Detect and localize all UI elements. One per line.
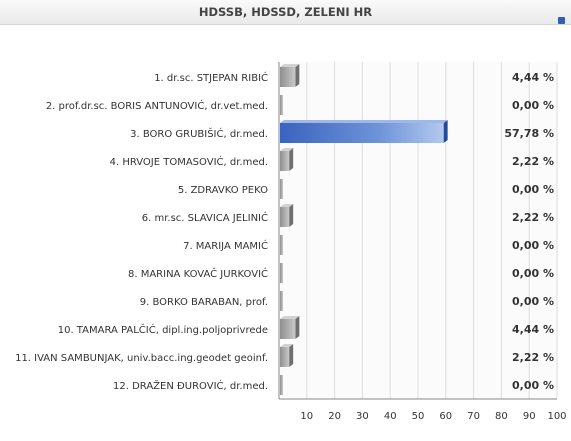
bar bbox=[280, 319, 296, 339]
candidate-label: 10. TAMARA PALČIĆ, dipl.ing.poljoprivred… bbox=[58, 323, 268, 336]
bar-side-face bbox=[443, 120, 448, 143]
bar bbox=[280, 95, 283, 115]
value-label: 57,78 % bbox=[504, 127, 554, 140]
x-tick-label: 90 bbox=[523, 411, 536, 422]
candidate-label: 11. IVAN SAMBUNJAK, univ.bacc.ing.geodet… bbox=[15, 353, 268, 364]
x-tick-label: 10 bbox=[300, 411, 313, 422]
value-label: 0,00 % bbox=[512, 267, 554, 280]
bar bbox=[280, 235, 283, 255]
candidate-label: 2. prof.dr.sc. BORIS ANTUNOVIĆ, dr.vet.m… bbox=[46, 99, 268, 112]
bar-side-face bbox=[295, 64, 300, 87]
x-tick-label: 100 bbox=[547, 411, 566, 422]
x-tick-label: 40 bbox=[384, 411, 397, 422]
bar bbox=[280, 151, 290, 171]
bar bbox=[280, 291, 283, 311]
chart-title-bar: HDSSB, HDSSD, ZELENI HR bbox=[0, 0, 571, 25]
candidate-label: 5. ZDRAVKO PEKO bbox=[178, 185, 268, 196]
value-label: 0,00 % bbox=[512, 379, 554, 392]
candidate-label: 1. dr.sc. STJEPAN RIBIĆ bbox=[154, 71, 268, 84]
candidate-label: 12. DRAŽEN ĐUROVIĆ, dr.med. bbox=[113, 379, 268, 392]
value-label: 0,00 % bbox=[512, 183, 554, 196]
bar-top-face bbox=[280, 344, 294, 347]
bar-top-face bbox=[280, 120, 448, 123]
value-label: 0,00 % bbox=[512, 239, 554, 252]
candidate-label: 6. mr.sc. SLAVICA JELINIĆ bbox=[142, 211, 268, 224]
bar-top-face bbox=[280, 64, 300, 67]
candidate-label: 3. BORO GRUBIŠIĆ, dr.med. bbox=[130, 127, 268, 140]
candidate-label: 4. HRVOJE TOMASOVIĆ, dr.med. bbox=[110, 155, 268, 168]
value-label: 2,22 % bbox=[512, 155, 554, 168]
value-label: 4,44 % bbox=[512, 71, 554, 84]
candidate-label: 7. MARIJA MAMIĆ bbox=[183, 239, 268, 252]
x-tick-label: 30 bbox=[356, 411, 369, 422]
bar bbox=[280, 179, 283, 199]
value-label: 4,44 % bbox=[512, 323, 554, 336]
bar-side-face bbox=[289, 204, 294, 227]
value-label: 2,22 % bbox=[512, 351, 554, 364]
value-label: 2,22 % bbox=[512, 211, 554, 224]
bar bbox=[280, 67, 296, 87]
bar bbox=[280, 375, 283, 395]
candidate-label: 9. BORKO BARABAN, prof. bbox=[140, 297, 268, 308]
chart-title: HDSSB, HDSSD, ZELENI HR bbox=[198, 5, 373, 19]
x-tick-label: 50 bbox=[412, 411, 425, 422]
candidate-label: 8. MARINA KOVAČ JURKOVIĆ bbox=[128, 267, 268, 280]
bar-top-face bbox=[280, 204, 294, 207]
value-label: 0,00 % bbox=[512, 99, 554, 112]
bar bbox=[280, 207, 290, 227]
value-label: 0,00 % bbox=[512, 295, 554, 308]
bar bbox=[280, 347, 290, 367]
bar-top-face bbox=[280, 316, 300, 319]
x-tick-label: 80 bbox=[495, 411, 508, 422]
bar bbox=[280, 263, 283, 283]
bar-top-face bbox=[280, 148, 294, 151]
bar-side-face bbox=[289, 148, 294, 171]
x-tick-label: 20 bbox=[328, 411, 341, 422]
bar-side-face bbox=[289, 344, 294, 367]
x-tick-label: 70 bbox=[467, 411, 480, 422]
corner-marker-icon bbox=[558, 17, 565, 24]
x-tick-label: 60 bbox=[439, 411, 452, 422]
bar-side-face bbox=[295, 316, 300, 339]
bar bbox=[280, 123, 444, 143]
